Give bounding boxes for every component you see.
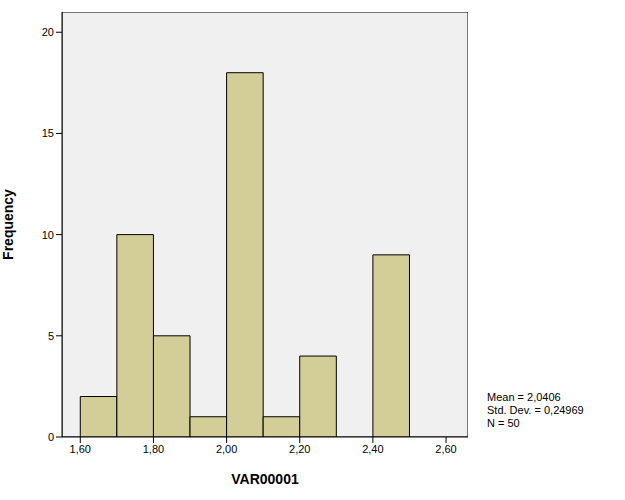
- html-text:N = 50: N = 50: [487, 417, 520, 429]
- svg-text:2,60: 2,60: [435, 443, 456, 455]
- svg-text:1,60: 1,60: [70, 443, 91, 455]
- svg-text:20: 20: [42, 26, 54, 38]
- svg-text:10: 10: [42, 229, 54, 241]
- svg-text:2,20: 2,20: [289, 443, 310, 455]
- html-text:Mean = 2,0406: Mean = 2,0406: [487, 391, 561, 403]
- svg-text:2,00: 2,00: [216, 443, 237, 455]
- svg-text:0: 0: [48, 431, 54, 443]
- svg-text:VAR00001: VAR00001: [231, 471, 299, 487]
- html-text:Std. Dev. = 0,24969: Std. Dev. = 0,24969: [487, 404, 584, 416]
- svg-text:5: 5: [48, 330, 54, 342]
- svg-text:15: 15: [42, 127, 54, 139]
- svg-text:Frequency: Frequency: [8, 189, 16, 260]
- svg-text:1,80: 1,80: [143, 443, 164, 455]
- svg-text:2,40: 2,40: [362, 443, 383, 455]
